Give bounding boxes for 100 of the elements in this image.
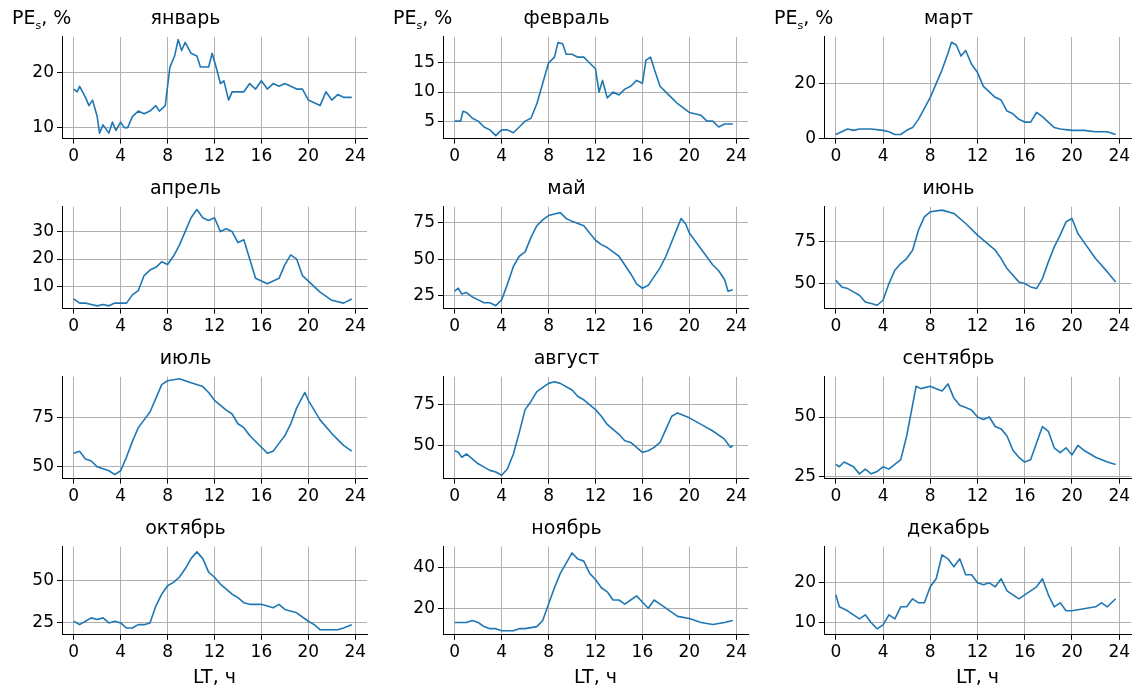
y-tick-label: 50 [32, 569, 54, 590]
x-tick-label: 12 [584, 485, 607, 506]
x-tick-label: 24 [1108, 641, 1131, 662]
y-tick-label: 50 [32, 455, 54, 476]
x-tick-label: 12 [584, 641, 607, 662]
y-tick-label: 20 [32, 60, 54, 81]
y-tick-label: 50 [413, 434, 435, 455]
x-tick-label: 16 [631, 641, 654, 662]
chart-title: октябрь [145, 516, 226, 539]
y-tick-label: 75 [794, 230, 816, 251]
x-tick-label: 8 [543, 485, 554, 506]
x-tick-label: 12 [203, 485, 226, 506]
x-tick-label: 8 [162, 315, 173, 336]
x-tick-label: 24 [344, 315, 367, 336]
x-tick-label: 4 [115, 145, 127, 166]
x-tick-label: 24 [725, 641, 748, 662]
x-tick-label: 16 [631, 485, 654, 506]
x-tick-label: 8 [543, 315, 554, 336]
x-tick-label: 20 [297, 641, 320, 662]
chart-title: февраль [523, 6, 610, 29]
y-tick-label: 10 [32, 275, 54, 296]
x-tick-label: 24 [1108, 145, 1131, 166]
x-tick-label: 0 [68, 315, 80, 336]
chart-title: декабрь [907, 516, 990, 539]
x-tick-label: 12 [203, 641, 226, 662]
chart-title: июнь [922, 176, 975, 199]
x-tick-label: 20 [297, 315, 320, 336]
x-tick-label: 16 [631, 145, 654, 166]
chart-title: январь [150, 6, 221, 29]
x-tick-label: 16 [250, 315, 273, 336]
y-tick-label: 50 [794, 271, 816, 292]
x-tick-label: 0 [68, 145, 80, 166]
x-tick-label: 8 [162, 641, 173, 662]
x-tick-label: 16 [1013, 145, 1036, 166]
y-tick-label: 25 [413, 283, 435, 304]
chart-title: март [923, 6, 974, 29]
x-tick-label: 0 [68, 641, 80, 662]
y-tick-label: 50 [413, 247, 435, 268]
x-tick-label: 24 [1108, 315, 1131, 336]
x-tick-label: 20 [678, 485, 701, 506]
x-tick-label: 0 [830, 315, 842, 336]
x-tick-label: 12 [966, 145, 989, 166]
y-tick-label: 75 [413, 211, 435, 232]
x-tick-label: 12 [966, 641, 989, 662]
y-tick-label: 30 [32, 219, 54, 240]
x-tick-label: 0 [449, 315, 461, 336]
x-tick-label: 20 [1061, 641, 1083, 662]
x-tick-label: 20 [1061, 485, 1083, 506]
x-tick-label: 12 [203, 145, 226, 166]
y-tick-label: 10 [794, 611, 816, 632]
x-tick-label: 20 [1061, 315, 1083, 336]
y-tick-label: 10 [32, 116, 54, 137]
x-tick-label: 16 [1013, 641, 1036, 662]
x-tick-label: 8 [162, 485, 173, 506]
x-tick-label: 8 [924, 145, 936, 166]
x-tick-label: 8 [162, 145, 173, 166]
x-tick-label: 20 [297, 145, 320, 166]
x-tick-label: 0 [830, 641, 842, 662]
x-tick-label: 4 [115, 485, 127, 506]
y-tick-label: 50 [794, 405, 816, 426]
x-tick-label: 4 [115, 315, 127, 336]
x-tick-label: 20 [1061, 145, 1083, 166]
x-tick-label: 20 [297, 485, 320, 506]
x-tick-label: 8 [543, 145, 554, 166]
x-tick-label: 16 [250, 145, 273, 166]
y-tick-label: 15 [413, 51, 435, 72]
x-tick-label: 20 [678, 641, 701, 662]
x-tick-label: 0 [830, 485, 842, 506]
x-axis-title: LT, ч [193, 664, 236, 687]
x-tick-label: 0 [449, 485, 461, 506]
y-tick-label: 75 [413, 393, 435, 414]
x-tick-label: 0 [68, 485, 80, 506]
chart-title: май [547, 176, 586, 199]
chart-title: июль [159, 346, 212, 369]
x-tick-label: 16 [1013, 315, 1036, 336]
x-tick-label: 12 [584, 315, 607, 336]
y-tick-label: 20 [32, 247, 54, 268]
x-tick-label: 24 [344, 485, 367, 506]
x-tick-label: 4 [496, 145, 508, 166]
x-tick-label: 24 [1108, 485, 1131, 506]
x-tick-label: 4 [496, 485, 508, 506]
x-tick-label: 16 [631, 315, 654, 336]
x-tick-label: 4 [877, 641, 889, 662]
x-tick-label: 24 [344, 641, 367, 662]
x-tick-label: 24 [725, 145, 748, 166]
x-tick-label: 20 [678, 315, 701, 336]
x-tick-label: 16 [1013, 485, 1036, 506]
y-tick-label: 5 [424, 109, 435, 130]
x-tick-label: 24 [725, 315, 748, 336]
x-tick-label: 4 [115, 641, 127, 662]
x-tick-label: 20 [678, 145, 701, 166]
x-tick-label: 12 [203, 315, 226, 336]
x-axis-title: LT, ч [956, 664, 999, 687]
x-tick-label: 4 [877, 315, 889, 336]
x-tick-label: 4 [496, 315, 508, 336]
x-tick-label: 16 [250, 641, 273, 662]
y-tick-label: 20 [794, 71, 816, 92]
y-tick-label: 25 [32, 611, 54, 632]
x-tick-label: 4 [877, 145, 889, 166]
x-tick-label: 0 [449, 641, 461, 662]
